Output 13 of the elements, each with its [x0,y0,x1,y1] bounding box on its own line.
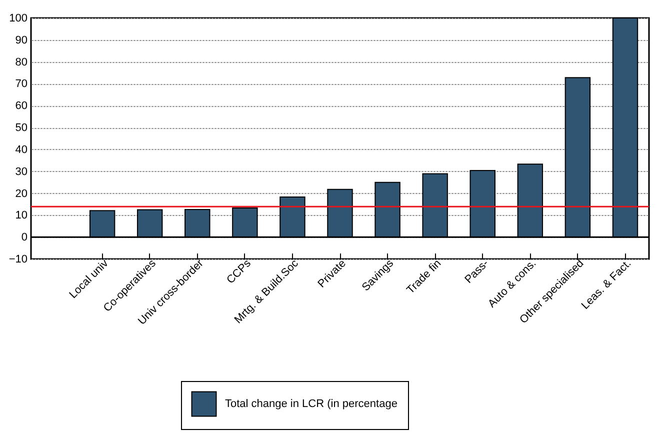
y-tick-label: 90 [15,34,28,46]
y-tick-label: 100 [9,12,28,24]
y-tick-label: 60 [15,100,28,112]
legend-label: Total change in LCR (in percentage [225,398,398,410]
y-tick-label: 40 [15,144,28,156]
y-tick-label: 80 [15,56,28,68]
y-tick-label: 10 [15,210,28,222]
y-tick-label: 50 [15,122,28,134]
y-tick-label: −10 [8,254,28,266]
y-tick-label: 70 [15,78,28,90]
y-tick-label: 20 [15,188,28,200]
y-tick-label: 0 [21,232,28,244]
y-tick-label: 30 [15,166,28,178]
